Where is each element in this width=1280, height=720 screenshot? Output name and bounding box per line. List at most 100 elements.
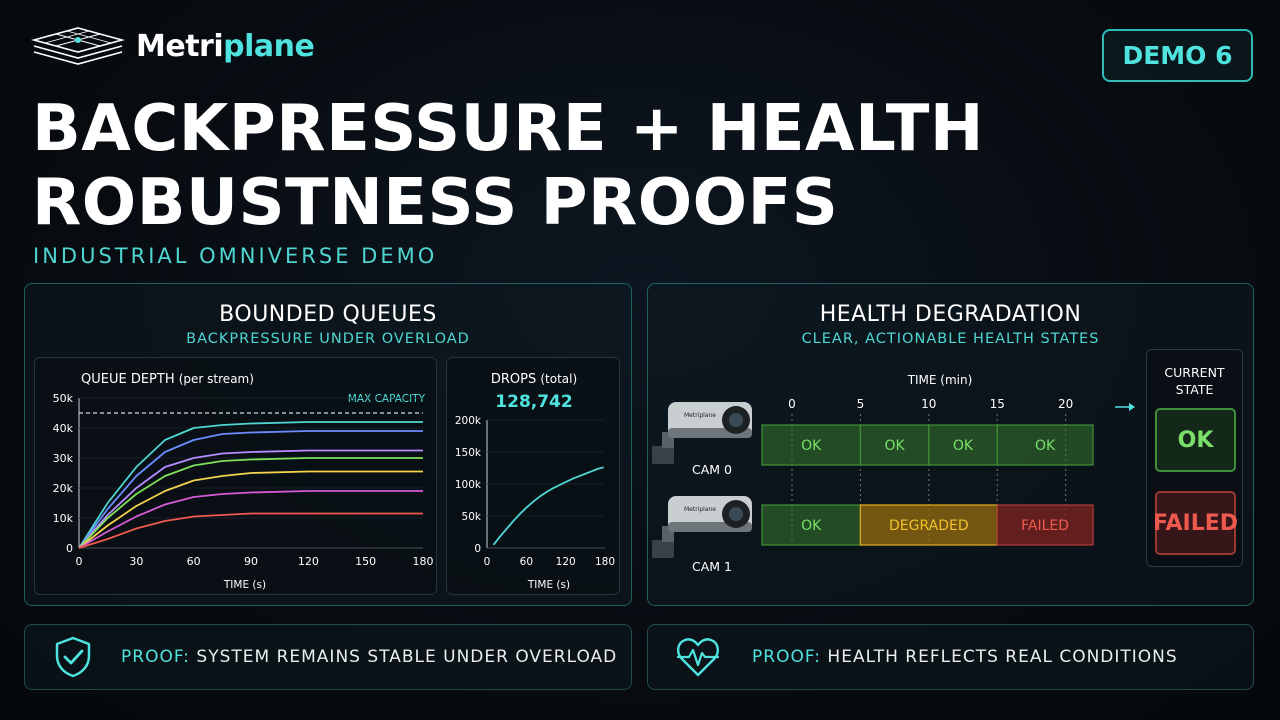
health-segment: [996, 424, 1094, 466]
health-segment: [859, 504, 998, 546]
brand-name-accent: plane: [223, 28, 315, 64]
bounded-queues-panel: BOUNDED QUEUES BACKPRESSURE UNDER OVERLO…: [24, 283, 632, 606]
x-axis-label: TIME (s): [223, 579, 266, 591]
camera-0-icon: Metriplane: [652, 402, 752, 464]
current-state-panel: CURRENT STATE OK FAILED: [1146, 349, 1243, 567]
chart-title: QUEUE DEPTH (per stream): [81, 372, 254, 387]
camera-1-label: CAM 1: [692, 559, 732, 574]
max-capacity-label: MAX CAPACITY: [348, 393, 426, 405]
cam-1-state-badge: FAILED: [1153, 491, 1238, 555]
health-segment: [996, 504, 1094, 546]
proof-text: PROOF: HEALTH REFLECTS REAL CONDITIONS: [752, 647, 1178, 667]
page-subtitle: INDUSTRIAL OMNIVERSE DEMO: [33, 244, 438, 268]
proof-bar-right: PROOF: HEALTH REFLECTS REAL CONDITIONS: [647, 624, 1254, 690]
health-segment: [761, 504, 862, 546]
health-segment-label: OK: [953, 438, 974, 454]
time-tick-label: 0: [788, 397, 796, 411]
health-segment-label: DEGRADED: [889, 518, 969, 534]
camera-brand-text: Metriplane: [684, 412, 716, 419]
series-line-3: [78, 457, 423, 549]
current-state-label-line: CURRENT: [1164, 365, 1225, 380]
y-tick-label: 40k: [53, 422, 74, 435]
proof-statement: SYSTEM REMAINS STABLE UNDER OVERLOAD: [190, 647, 618, 667]
drops-chart: DROPS (total) 128,742 TIME (s) 0 50k 100k 1…: [455, 372, 615, 591]
time-tick-label: 20: [1058, 397, 1073, 411]
proof-keyword: PROOF:: [752, 647, 822, 667]
time-axis-label: TIME (min): [907, 373, 973, 387]
camera-1-icon: Metriplane: [652, 496, 752, 558]
y-tick-label: 10k: [53, 512, 74, 525]
chart-title-main: DROPS: [491, 372, 536, 387]
page-title: BACKPRESSURE + HEALTH ROBUSTNESS PROOFS: [32, 92, 984, 240]
time-tick-label: 5: [857, 397, 865, 411]
series-line-4: [78, 470, 423, 549]
camera-0-label: CAM 0: [692, 462, 732, 477]
drops-chart-box: DROPS (total) 128,742 TIME (s) 0 50k 100k 1…: [446, 357, 620, 595]
queue-depth-chart-box: QUEUE DEPTH (per stream) MAX CAPACITY TI…: [34, 357, 437, 595]
brand-name-part: Metri: [136, 28, 224, 64]
brand-name: Metriplane: [136, 28, 315, 64]
health-timeline: TIME (min) Metriplane CAM 0 Metriplane C…: [652, 373, 1135, 574]
current-state-label-line: STATE: [1175, 382, 1214, 397]
panel-subtitle: BACKPRESSURE UNDER OVERLOAD: [186, 331, 470, 347]
x-tick-label: 90: [244, 555, 258, 568]
time-tick-label: 10: [921, 397, 936, 411]
x-tick-label: 0: [76, 555, 83, 568]
x-tick-label: 60: [187, 555, 201, 568]
y-tick-label: 0: [66, 542, 73, 555]
brand-logo: Metriplane: [30, 26, 315, 66]
x-tick-label: 60: [520, 556, 533, 568]
series-line-2: [78, 449, 423, 549]
title-line-1: BACKPRESSURE + HEALTH: [32, 92, 984, 166]
camera-brand-text: Metriplane: [684, 506, 716, 513]
heart-pulse-icon: [676, 638, 720, 677]
chart-title: DROPS (total): [491, 372, 577, 387]
health-segment-label: OK: [801, 438, 822, 454]
chart-title-note: (per stream): [179, 372, 254, 386]
x-axis-label: TIME (s): [527, 579, 570, 591]
cam-0-state-badge: OK: [1155, 408, 1236, 472]
queue-depth-chart: QUEUE DEPTH (per stream) MAX CAPACITY TI…: [53, 372, 434, 591]
health-segment-label: OK: [885, 438, 906, 454]
x-tick-label: 180: [413, 555, 434, 568]
x-tick-label: 180: [595, 556, 615, 568]
health-segment-label: OK: [1035, 438, 1056, 454]
proof-statement: HEALTH REFLECTS REAL CONDITIONS: [821, 647, 1178, 667]
proof-bar-left: PROOF: SYSTEM REMAINS STABLE UNDER OVERL…: [24, 624, 632, 690]
y-tick-label: 20k: [53, 482, 74, 495]
y-tick-label: 0: [474, 543, 481, 555]
y-tick-label: 200k: [455, 415, 482, 427]
chart-title-note: (total): [540, 372, 577, 386]
drops-total: 128,742: [495, 392, 572, 412]
x-tick-label: 120: [298, 555, 319, 568]
time-arrow-head: [1129, 403, 1135, 411]
health-segment-label: OK: [801, 518, 822, 534]
current-state-label: CURRENT STATE: [1147, 364, 1242, 398]
health-segment: [859, 424, 930, 466]
layered-grid-icon: [30, 27, 126, 65]
series-line-0: [492, 466, 604, 546]
health-segment: [928, 424, 998, 466]
chart-title-main: QUEUE DEPTH: [81, 372, 175, 387]
y-tick-label: 50k: [53, 392, 74, 405]
health-segment: [761, 424, 862, 466]
series-line-5: [78, 490, 423, 549]
demo-badge: DEMO 6: [1102, 29, 1253, 82]
health-segment-label: FAILED: [1021, 518, 1069, 534]
x-tick-label: 150: [355, 555, 376, 568]
x-tick-label: 30: [129, 555, 143, 568]
series-line-1: [78, 430, 423, 549]
x-tick-label: 120: [556, 556, 576, 568]
y-tick-label: 30k: [53, 452, 74, 465]
y-tick-label: 150k: [455, 447, 482, 459]
y-tick-label: 50k: [462, 511, 482, 523]
panel-subtitle: CLEAR, ACTIONABLE HEALTH STATES: [801, 331, 1100, 347]
panel-title: BOUNDED QUEUES: [219, 302, 437, 327]
series-line-6: [78, 512, 423, 549]
y-tick-label: 100k: [455, 479, 482, 491]
proof-text: PROOF: SYSTEM REMAINS STABLE UNDER OVERL…: [121, 647, 617, 667]
proof-keyword: PROOF:: [121, 647, 191, 667]
x-tick-label: 0: [484, 556, 491, 568]
panel-title: HEALTH DEGRADATION: [819, 302, 1082, 327]
shield-check-icon: [55, 636, 91, 678]
